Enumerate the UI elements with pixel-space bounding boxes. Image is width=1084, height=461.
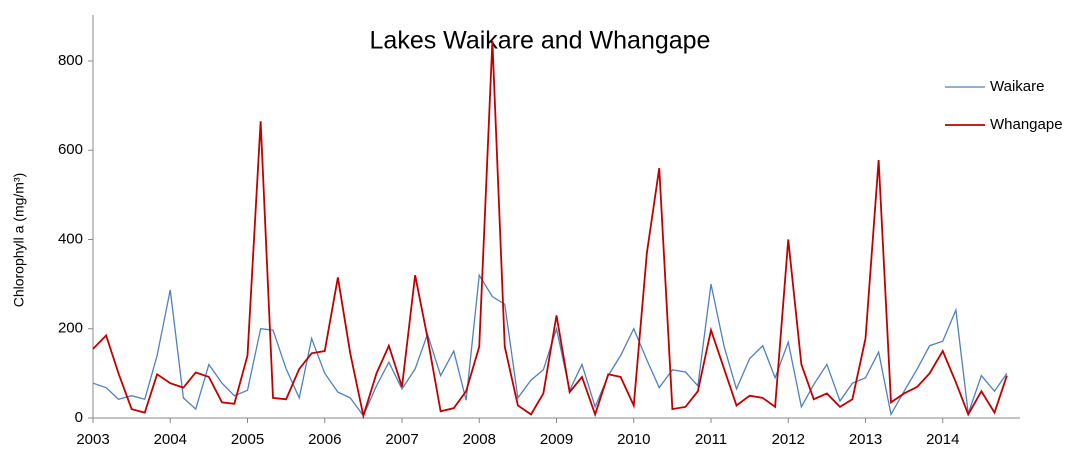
x-tick-label: 2010 bbox=[617, 431, 650, 448]
x-tick-label: 2004 bbox=[154, 431, 187, 448]
x-tick-label: 2011 bbox=[695, 431, 727, 448]
x-tick-label: 2007 bbox=[385, 431, 418, 448]
legend-label: Whangape bbox=[990, 116, 1063, 133]
series-line bbox=[92, 40, 1008, 420]
x-tick-label: 2008 bbox=[463, 431, 496, 448]
x-tick-label: 2014 bbox=[926, 431, 959, 448]
y-tick-label: 0 bbox=[75, 409, 83, 426]
y-tick-label: 600 bbox=[58, 141, 83, 158]
x-tick-label: 2006 bbox=[308, 431, 341, 448]
legend-label: Waikare bbox=[990, 78, 1044, 95]
x-tick-label: 2003 bbox=[76, 431, 109, 448]
series-line bbox=[92, 273, 1008, 418]
y-tick-label: 800 bbox=[58, 52, 83, 69]
x-tick-label: 2005 bbox=[231, 431, 264, 448]
chart-title: Lakes Waikare and Whangape bbox=[370, 27, 711, 55]
x-tick-label: 2013 bbox=[849, 431, 882, 448]
x-tick-label: 2012 bbox=[772, 431, 805, 448]
y-axis-label: Chlorophyll a (mg/m³) bbox=[11, 173, 27, 308]
y-tick-label: 400 bbox=[58, 230, 83, 247]
y-tick-label: 200 bbox=[58, 320, 83, 337]
x-tick-label: 2009 bbox=[540, 431, 573, 448]
